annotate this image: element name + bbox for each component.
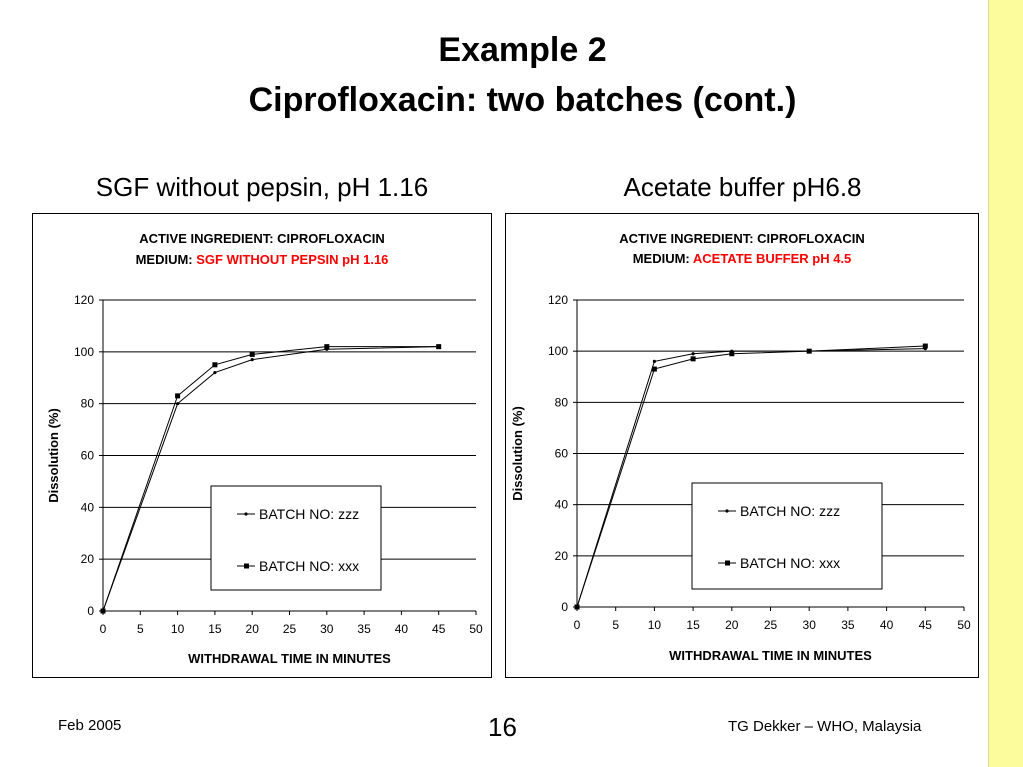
x-tick-label: 15 — [208, 622, 222, 636]
side-accent-bar — [988, 0, 1023, 767]
series-line-2 — [102, 346, 439, 612]
x-tick-label: 30 — [803, 618, 817, 632]
x-tick-label: 50 — [957, 618, 971, 632]
data-point-1 — [652, 359, 656, 363]
data-point-2 — [249, 351, 255, 357]
slide-title-line1: Example 2 — [438, 31, 607, 69]
medium-value: ACETATE BUFFER pH 4.5 — [693, 251, 851, 266]
chart-subtitle: MEDIUM: SGF WITHOUT PEPSIN pH 1.16 — [136, 252, 389, 267]
legend-label-1: BATCH NO: zzz — [259, 506, 359, 522]
x-tick-label: 45 — [432, 622, 446, 636]
chart-title: ACTIVE INGREDIENT: CIPROFLOXACIN — [619, 231, 865, 246]
x-tick-label: 5 — [612, 618, 619, 632]
y-tick-label: 100 — [548, 344, 568, 358]
data-point-2 — [922, 343, 928, 349]
medium-value: SGF WITHOUT PEPSIN pH 1.16 — [196, 252, 388, 267]
left-chart-subtitle: SGF without pepsin, pH 1.16 — [95, 172, 429, 202]
data-point-2 — [100, 608, 106, 614]
y-tick-label: 20 — [555, 549, 569, 563]
x-tick-label: 20 — [246, 622, 260, 636]
slide-title-line2: Ciprofloxacin: two batches (cont.) — [248, 81, 797, 119]
y-tick-label: 60 — [555, 447, 569, 461]
data-point-2 — [175, 393, 181, 399]
legend-box — [691, 482, 883, 590]
data-point-2 — [324, 344, 330, 350]
x-tick-label: 0 — [574, 618, 581, 632]
right-chart-subtitle: Acetate buffer pH6.8 — [623, 172, 862, 202]
y-tick-label: 40 — [81, 500, 95, 514]
y-tick-label: 0 — [561, 600, 568, 614]
y-tick-label: 80 — [555, 395, 569, 409]
data-point-2 — [729, 351, 735, 357]
data-point-1 — [691, 352, 695, 356]
footer-date: Feb 2005 — [58, 717, 122, 734]
legend-marker-1 — [725, 509, 729, 513]
legend-label-2: BATCH NO: xxx — [259, 558, 359, 574]
x-tick-label: 10 — [648, 618, 662, 632]
y-axis-label: Dissolution (%) — [510, 406, 525, 501]
y-tick-label: 120 — [74, 293, 94, 307]
y-tick-label: 0 — [87, 604, 94, 618]
y-axis-label: Dissolution (%) — [46, 408, 61, 503]
legend-label-2: BATCH NO: xxx — [740, 555, 840, 571]
chart-acetate: ACTIVE INGREDIENT: CIPROFLOXACIN MEDIUM: … — [510, 231, 971, 663]
series-line-2 — [576, 345, 926, 608]
x-tick-label: 0 — [100, 622, 107, 636]
series-line-1 — [102, 346, 439, 612]
x-tick-label: 30 — [320, 622, 334, 636]
data-point-1 — [176, 402, 180, 406]
legend-label-1: BATCH NO: zzz — [740, 503, 840, 519]
data-point-2 — [436, 344, 442, 350]
y-tick-label: 120 — [548, 293, 568, 307]
chart-panel-sgf: ACTIVE INGREDIENT: CIPROFLOXACIN MEDIUM: … — [32, 213, 492, 678]
x-tick-label: 35 — [357, 622, 371, 636]
x-tick-label: 50 — [469, 622, 483, 636]
data-point-2 — [212, 362, 218, 368]
y-tick-label: 80 — [81, 397, 95, 411]
medium-label: MEDIUM: — [136, 252, 197, 267]
x-tick-label: 40 — [395, 622, 409, 636]
x-tick-label: 5 — [137, 622, 144, 636]
legend-marker-1 — [244, 512, 248, 516]
x-axis-label: WITHDRAWAL TIME IN MINUTES — [188, 651, 391, 666]
data-point-2 — [651, 366, 657, 372]
x-tick-label: 40 — [880, 618, 894, 632]
data-point-2 — [806, 348, 812, 354]
y-tick-label: 40 — [555, 498, 569, 512]
data-point-2 — [574, 604, 580, 610]
y-tick-label: 100 — [74, 345, 94, 359]
chart-sgf: ACTIVE INGREDIENT: CIPROFLOXACIN MEDIUM: … — [46, 231, 483, 666]
x-tick-label: 25 — [283, 622, 297, 636]
legend-marker-2 — [244, 563, 249, 569]
x-tick-label: 10 — [171, 622, 185, 636]
x-tick-label: 20 — [725, 618, 739, 632]
x-tick-label: 25 — [764, 618, 778, 632]
data-point-1 — [213, 370, 217, 375]
data-point-2 — [690, 356, 696, 362]
x-axis-label: WITHDRAWAL TIME IN MINUTES — [669, 648, 872, 663]
y-tick-label: 20 — [81, 552, 95, 566]
x-tick-label: 35 — [841, 618, 855, 632]
x-tick-label: 45 — [919, 618, 933, 632]
chart-title: ACTIVE INGREDIENT: CIPROFLOXACIN — [139, 231, 385, 246]
chart-subtitle: MEDIUM: ACETATE BUFFER pH 4.5 — [633, 251, 852, 266]
legend-box — [210, 485, 382, 591]
data-point-1 — [250, 358, 254, 362]
chart-panel-acetate: ACTIVE INGREDIENT: CIPROFLOXACIN MEDIUM: … — [505, 213, 979, 678]
medium-label: MEDIUM: — [633, 251, 693, 266]
y-tick-label: 60 — [81, 449, 95, 463]
page-number: 16 — [488, 712, 517, 742]
legend-marker-2 — [725, 560, 730, 566]
footer-author: TG Dekker – WHO, Malaysia — [728, 718, 922, 735]
x-tick-label: 15 — [686, 618, 700, 632]
